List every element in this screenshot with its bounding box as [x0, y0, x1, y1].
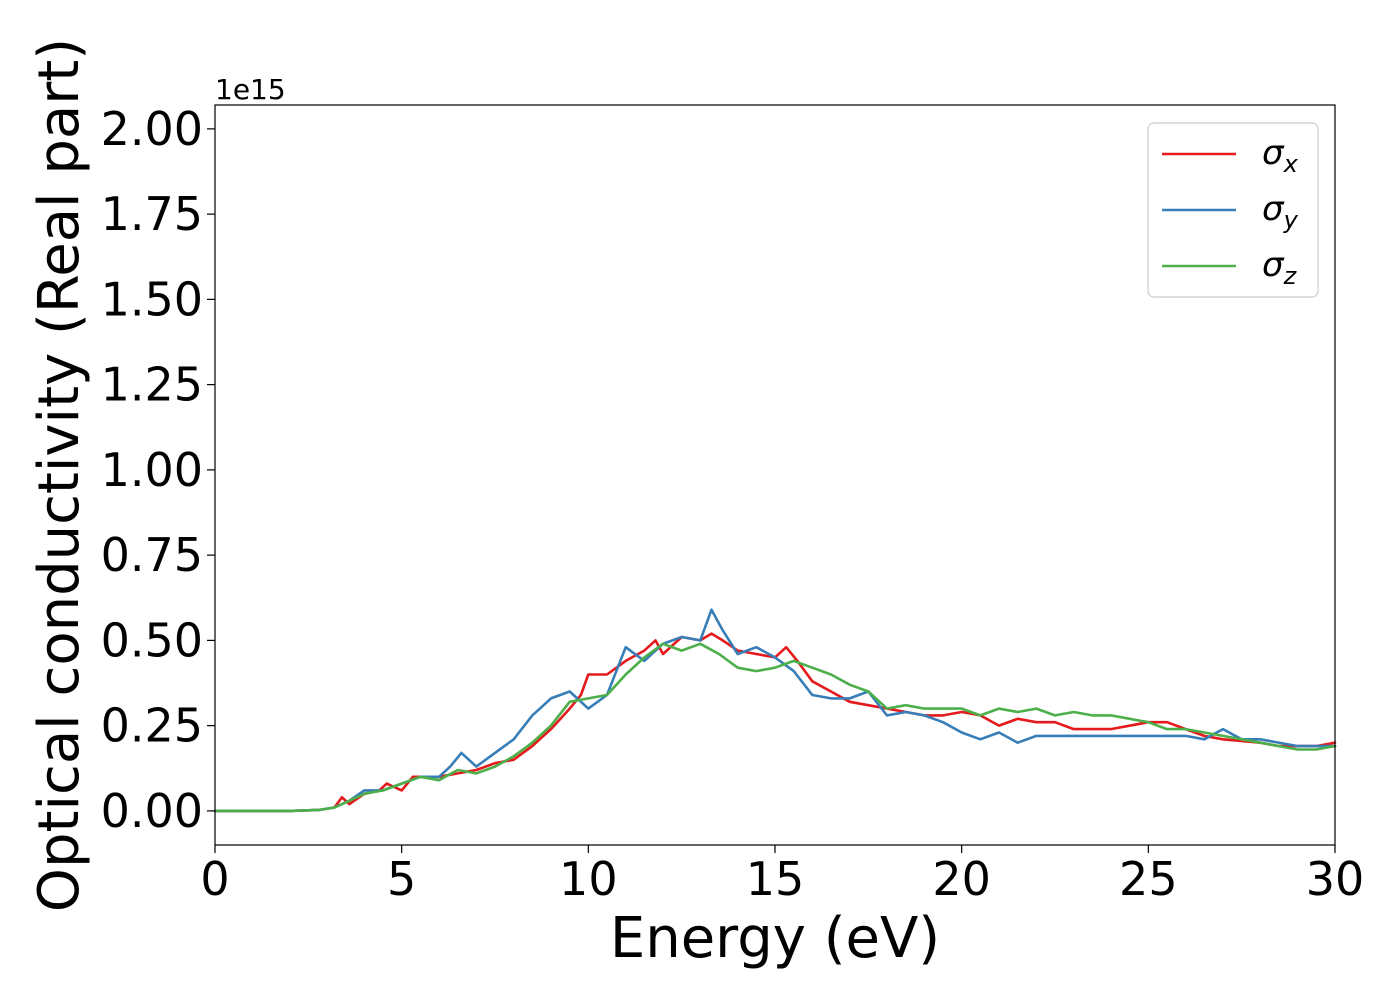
y-tick-label: 0.25 — [101, 699, 203, 753]
y-tick-label: 1.50 — [101, 272, 203, 326]
y-tick-label: 0.50 — [101, 613, 203, 667]
legend: σx σy σz — [1147, 122, 1319, 298]
y-tick-label: 0.00 — [101, 784, 203, 838]
y-axis: 0.00 0.25 0.50 0.75 1.00 1.25 1.50 1.75 2.00 — [101, 102, 215, 838]
x-tick-label: 5 — [387, 852, 416, 906]
x-tick-label: 25 — [1119, 852, 1178, 906]
x-tick-label: 10 — [559, 852, 618, 906]
x-tick-label: 20 — [932, 852, 991, 906]
x-axis: 0 5 10 15 20 25 30 — [200, 845, 1364, 906]
legend-label-z: σz — [1262, 245, 1298, 290]
legend-label-y: σy — [1262, 189, 1299, 234]
x-axis-title: Energy (eV) — [610, 906, 940, 971]
series-line-x — [213, 632, 1337, 813]
y-tick-label: 0.75 — [101, 528, 203, 582]
y-axis-title: Optical conductivity (Real part) — [27, 38, 92, 912]
legend-label-x: σx — [1262, 133, 1299, 178]
y-offset-label: 1e15 — [215, 73, 286, 106]
series-line-z — [213, 642, 1337, 813]
series-layer — [213, 608, 1337, 813]
y-tick-label: 2.00 — [101, 102, 203, 156]
x-tick-label: 30 — [1306, 852, 1365, 906]
y-tick-label: 1.75 — [101, 187, 203, 241]
x-tick-label: 0 — [200, 852, 229, 906]
y-tick-label: 1.00 — [101, 443, 203, 497]
x-tick-label: 15 — [746, 852, 805, 906]
y-tick-label: 1.25 — [101, 358, 203, 412]
